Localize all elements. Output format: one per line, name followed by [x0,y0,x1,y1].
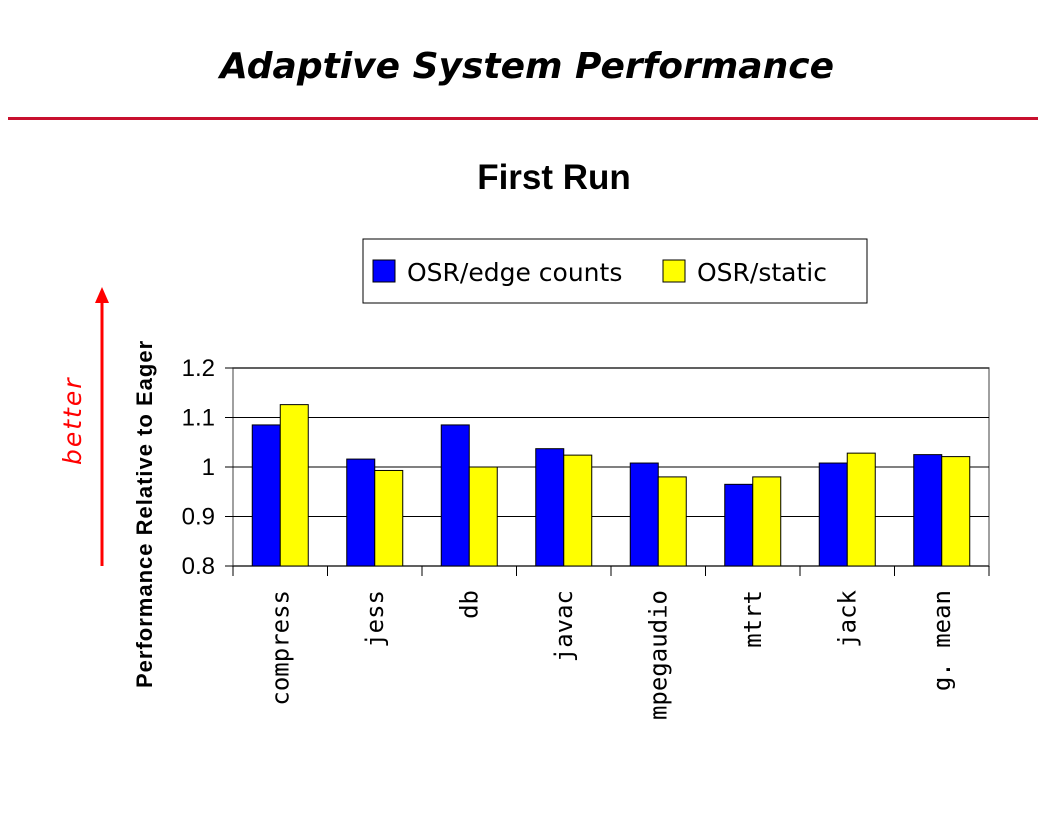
bar [346,458,376,567]
legend-label: OSR/static [697,258,827,287]
bar [752,476,782,567]
x-tick-label: compress [266,590,294,706]
title-divider [8,117,1038,120]
legend-label: OSR/edge counts [407,258,622,287]
y-tick-label: 1 [202,454,215,481]
bar [251,424,281,567]
y-tick-label: 0.8 [182,553,215,580]
y-tick-label: 1.2 [182,355,215,382]
x-tick-label: jack [833,589,861,647]
bar [657,476,687,567]
x-tick-label: mpegaudio [644,590,672,720]
bar [563,454,593,567]
bar [913,454,943,567]
x-tick-label: g. mean [928,590,956,691]
y-tick-label: 0.9 [182,504,215,531]
legend: OSR/edge counts OSR/static [362,238,868,304]
better-label: better [58,376,87,465]
bar [629,462,659,567]
bar [535,448,565,567]
bar [440,424,470,567]
chart-title: First Run [477,158,631,197]
y-tick-label: 1.1 [182,405,215,432]
x-tick-label: jess [361,590,389,648]
legend-box [362,238,868,304]
bar [724,483,754,567]
bar [818,462,848,567]
legend-swatch [662,259,686,283]
x-tick-label: db [455,590,483,619]
legend-swatch [372,259,396,283]
bar [468,466,498,567]
x-tick-label: javac [550,590,578,662]
bar [279,404,309,567]
bar [846,452,876,567]
slide-title: Adaptive System Performance [220,46,834,87]
x-tick-label: mtrt [739,590,767,648]
y-axis-label: Performance Relative to Eager [132,340,157,688]
better-arrow-head [95,287,109,303]
better-annotation: better [58,287,109,566]
plot-area: 0.8 0.9 1 1.1 1.2 compress jess db javac mpegaudi… [182,355,990,720]
bar [374,469,404,567]
bar [941,456,971,567]
